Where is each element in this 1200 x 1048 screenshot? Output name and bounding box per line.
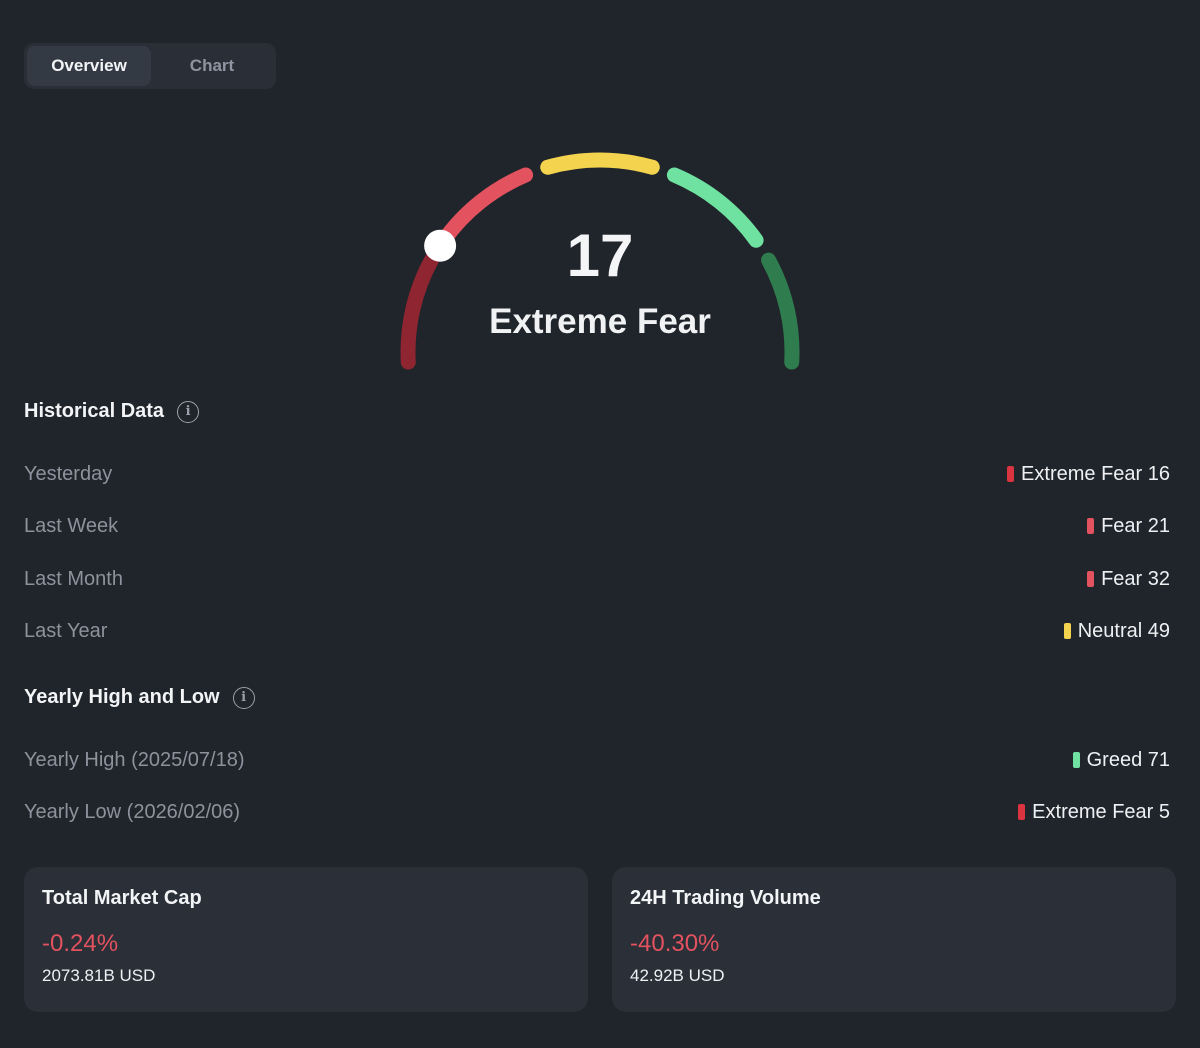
view-tabs: Overview Chart (24, 43, 276, 89)
gauge-label: Extreme Fear (489, 302, 711, 341)
yearly-high-low-title: Yearly High and Low (24, 686, 220, 708)
yearly-row-value-text: Extreme Fear 5 (1032, 800, 1170, 823)
sentiment-color-marker (1018, 804, 1026, 820)
gauge-value: 17 (566, 222, 634, 289)
gauge-segment-neutral (540, 152, 660, 175)
history-row-label: Last Year (24, 619, 108, 642)
yearly-row-value: Extreme Fear 5 (1018, 801, 1170, 824)
sentiment-color-marker (1087, 571, 1095, 587)
yearly-row-value: Greed 71 (1072, 748, 1170, 772)
yearly-row-value-text: Greed 71 (1086, 748, 1170, 771)
history-row-label: Last Month (24, 567, 123, 590)
history-row-value: Fear 21 (1087, 515, 1170, 538)
tab-overview[interactable]: Overview (27, 46, 151, 86)
history-row-last-year: Last Year Neutral 49 (24, 616, 1170, 646)
gauge-indicator (424, 229, 457, 262)
gauge-segment-extreme-fear (400, 252, 439, 370)
history-row-label: Last Week (24, 514, 119, 537)
history-row-value: Fear 32 (1087, 568, 1170, 591)
trading-volume-card: 24H Trading Volume -40.30% 42.92B USD (612, 867, 1176, 1012)
yearly-row-high: Yearly High (2025/07/18) Greed 71 (24, 745, 1170, 775)
history-row-value-text: Fear 32 (1101, 567, 1170, 590)
history-row-label: Yesterday (24, 462, 113, 485)
info-icon[interactable]: i (177, 400, 200, 423)
history-row-last-week: Last Week Fear 21 (24, 511, 1170, 541)
sentiment-color-marker (1063, 623, 1071, 639)
card-title: Total Market Cap (42, 887, 202, 909)
history-row-value-text: Neutral 49 (1077, 619, 1170, 642)
tab-chart[interactable]: Chart (189, 56, 235, 75)
yearly-high-low-heading: Yearly High and Low i (24, 686, 255, 709)
info-icon[interactable]: i (232, 686, 255, 709)
gauge-segment-fear (436, 167, 534, 248)
sentiment-color-marker (1072, 752, 1080, 768)
history-row-last-month: Last Month Fear 32 (24, 564, 1170, 594)
sentiment-color-marker (1007, 466, 1015, 482)
yearly-row-label: Yearly High (2025/07/18) (24, 748, 245, 771)
history-row-yesterday: Yesterday Extreme Fear 16 (24, 459, 1170, 489)
history-row-value: Extreme Fear 16 (1007, 463, 1170, 486)
history-row-value: Neutral 49 (1063, 619, 1170, 643)
history-row-value-text: Extreme Fear 16 (1021, 462, 1170, 485)
market-cap-card: Total Market Cap -0.24% 2073.81B USD (24, 867, 588, 1012)
yearly-row-low: Yearly Low (2026/02/06) Extreme Fear 5 (24, 797, 1170, 827)
history-row-value-text: Fear 21 (1101, 514, 1170, 537)
gauge-segment-greed (666, 167, 764, 248)
card-title: 24H Trading Volume (630, 887, 821, 909)
fear-greed-gauge (400, 152, 800, 370)
historical-data-title: Historical Data (24, 400, 165, 422)
card-change: -0.24% (42, 930, 119, 957)
card-amount: 42.92B USD (630, 966, 725, 985)
card-change: -40.30% (630, 930, 720, 957)
sentiment-color-marker (1087, 518, 1095, 534)
gauge-segment-extreme-greed (761, 252, 800, 370)
historical-data-heading: Historical Data i (24, 400, 200, 423)
yearly-row-label: Yearly Low (2026/02/06) (24, 800, 241, 823)
card-amount: 2073.81B USD (42, 966, 156, 985)
